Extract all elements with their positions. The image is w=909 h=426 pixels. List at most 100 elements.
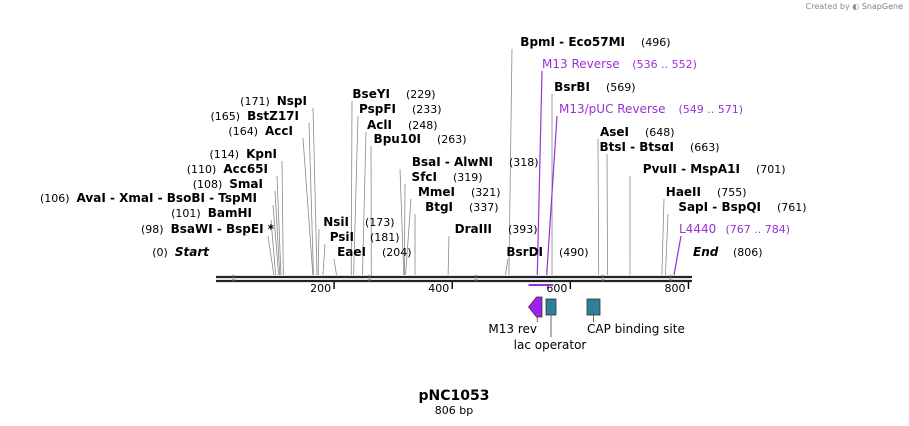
- site-position: (648): [645, 126, 675, 139]
- site-start: Start (0): [152, 245, 210, 259]
- site-name: AclI: [367, 118, 392, 132]
- site-position: (393): [508, 223, 538, 236]
- site-name: Start: [175, 245, 210, 259]
- site-sfci: SfcI (319): [412, 170, 483, 184]
- site-position: (701): [756, 163, 786, 176]
- plasmid-name: pNC1053: [419, 388, 490, 404]
- site-psii: PsiI (181): [330, 230, 400, 244]
- site-position: (569): [606, 81, 636, 94]
- site-mmei: MmeI (321): [418, 185, 501, 199]
- site-eaei: EaeI (204): [337, 245, 412, 259]
- site-bpu10i: Bpu10I (263): [374, 132, 467, 146]
- primer-name: M13 Reverse: [542, 57, 620, 71]
- feature-box: [545, 298, 557, 316]
- leader-line-acc65i: [276, 175, 282, 276]
- leader-line-mmei: [405, 198, 412, 276]
- site-haeii: HaeII (755): [666, 185, 747, 199]
- primer-leader-m13puc: [546, 115, 558, 276]
- leader-line-haeii: [661, 198, 665, 276]
- feature-label: CAP binding site: [587, 322, 685, 336]
- primer-m13rev: M13 Reverse (536 .. 552): [542, 57, 697, 71]
- feature-cap-site: CAP binding site: [586, 298, 685, 336]
- site-position: (321): [471, 186, 501, 199]
- site-position: (663): [690, 141, 720, 154]
- site-position: (233): [412, 103, 442, 116]
- site-name: NsiI: [323, 215, 349, 229]
- site-name: PvuII - MspA1I: [643, 162, 740, 176]
- leader-line-smai: [274, 190, 281, 276]
- leader-line-avai: [272, 204, 279, 276]
- site-name: BamHI: [208, 206, 252, 220]
- feature-label: lac operator: [514, 338, 587, 352]
- credit-brand: SnapGene: [861, 2, 903, 11]
- primer-l4440: L4440 (767 .. 784): [679, 222, 790, 236]
- feature-label: M13 rev: [488, 322, 537, 336]
- sequence-backbone: ⁑ ⁑ ⁑ ⁑ ⁑: [216, 273, 692, 284]
- site-name: BsrBI: [554, 80, 590, 94]
- leader-line-bsai: [399, 168, 405, 276]
- credit-prefix: Created by: [805, 2, 850, 11]
- site-name: SfcI: [412, 170, 437, 184]
- site-smai: SmaI (108): [193, 177, 263, 191]
- site-name: Acc65I: [223, 162, 268, 176]
- leader-line-bsawi: [267, 235, 275, 276]
- leader-line-eaei: [333, 258, 337, 276]
- site-avai: AvaI - XmaI - BsoBI - TspMI (106): [40, 191, 257, 205]
- site-position: (98): [141, 223, 164, 236]
- site-name: BsaI - AlwNI: [412, 155, 493, 169]
- site-name: AccI: [265, 124, 293, 138]
- site-name: BseYI: [352, 87, 390, 101]
- site-labels: Start (0)BsaWI - BspEI * (98) BamHI (101) Ava…: [40, 35, 807, 259]
- leader-line-acli: [362, 131, 367, 276]
- backbone-hash-mark: ⁑: [669, 273, 673, 284]
- site-position: (110): [187, 163, 217, 176]
- leader-line-pspfi: [353, 115, 359, 276]
- backbone-hash-mark: ⁑: [368, 273, 372, 284]
- site-kpni: KpnI (114): [210, 147, 278, 161]
- site-bamhi: BamHI (101): [171, 206, 252, 220]
- primer-range: (767 .. 784): [726, 223, 791, 236]
- leader-line-btsi: [606, 153, 608, 276]
- leader-line-sfci: [403, 183, 406, 276]
- site-name: BtsI - BtsαI: [599, 140, 674, 154]
- site-name: BtgI: [425, 200, 453, 214]
- site-draiii: DraIII (393): [455, 222, 538, 236]
- site-position: (173): [365, 216, 395, 229]
- leader-line-psii: [322, 243, 326, 276]
- site-bseyi: BseYI (229): [352, 87, 435, 101]
- site-bsrbi: BsrBI (569): [554, 80, 635, 94]
- site-name: SapI - BspQI: [678, 200, 761, 214]
- site-acc65i: Acc65I (110): [187, 162, 268, 176]
- site-sapi: SapI - BspQI (761): [678, 200, 806, 214]
- site-position: (164): [228, 125, 258, 138]
- site-name: SmaI: [229, 177, 263, 191]
- leader-line-bsrdi: [504, 258, 509, 276]
- leader-line-asei: [597, 138, 600, 276]
- site-position: (755): [717, 186, 747, 199]
- site-position: (0): [152, 246, 168, 259]
- site-name: BstZ17I: [247, 109, 299, 123]
- site-name: HaeII: [666, 185, 701, 199]
- site-bpmi: BpmI - Eco57MI (496): [520, 35, 670, 49]
- primer-leader-m13rev: [536, 70, 543, 276]
- ruler-tick-label: 600: [546, 282, 567, 295]
- ruler-tick-label: 400: [428, 282, 449, 295]
- site-end: End (806): [693, 245, 763, 259]
- site-acci: AccI (164): [228, 124, 293, 138]
- site-name: PspFI: [359, 102, 396, 116]
- site-position: (248): [408, 119, 438, 132]
- ruler: 200 400 600 800: [310, 282, 690, 295]
- site-position: (490): [559, 246, 589, 259]
- site-position: (761): [777, 201, 807, 214]
- snapgene-credit: Created by ◐ SnapGene: [806, 2, 903, 11]
- site-bsai: BsaI - AlwNI (318): [412, 155, 539, 169]
- site-btsi: BtsI - BtsαI (663): [599, 140, 719, 154]
- site-position: (165): [211, 110, 241, 123]
- site-position: (319): [453, 171, 483, 184]
- site-name: AseI: [600, 125, 629, 139]
- leader-line-acci: [302, 137, 314, 276]
- site-position: (318): [509, 156, 539, 169]
- site-position: (106): [40, 192, 70, 205]
- leader-line-bseyi: [350, 100, 353, 276]
